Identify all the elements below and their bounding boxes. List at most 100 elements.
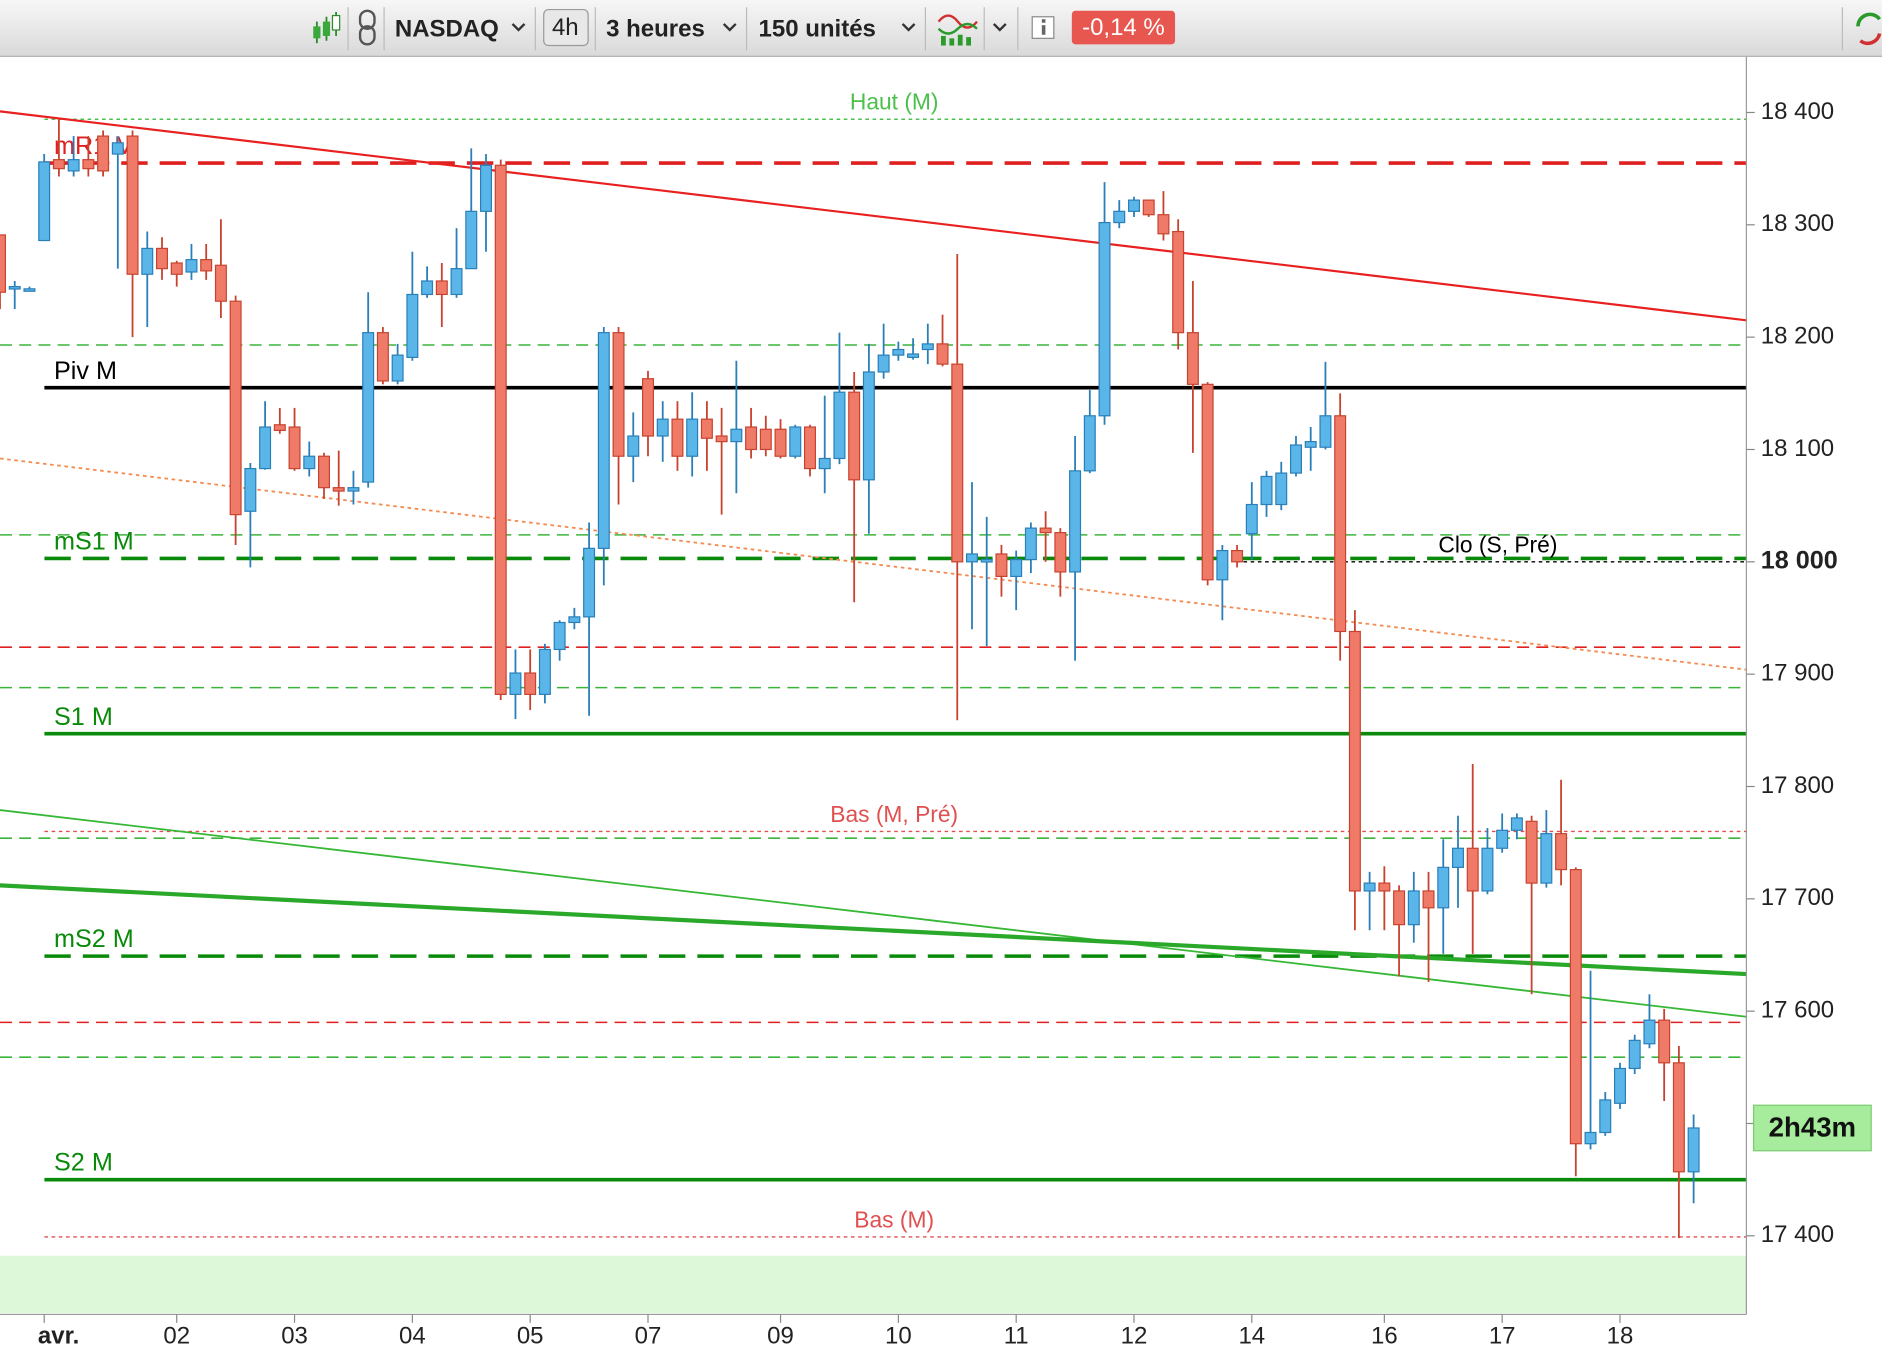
candle [1407,871,1420,943]
units[interactable]: 150 unités [759,15,876,42]
candle [686,392,699,477]
x-tick-label: 18 [1607,1323,1634,1350]
candle-body [921,343,934,351]
candle [465,148,478,270]
candle-body [170,262,183,275]
candle [936,314,949,367]
candle-body [82,159,95,170]
candle [965,482,978,630]
trendline [0,883,1747,977]
candle [774,419,787,459]
indicator-button[interactable] [937,14,978,46]
x-tick-label: avr. [38,1323,79,1350]
candle [185,243,198,280]
candle [317,452,330,499]
candle [1216,544,1229,621]
candle-body [1525,820,1538,884]
candle-body [818,457,831,470]
x-tick-label: 04 [399,1323,426,1350]
candle-body [1039,527,1052,534]
candle-body [759,428,772,451]
candle [155,237,168,280]
candle-body [1378,882,1391,892]
countdown-box [1752,1104,1872,1152]
symbol[interactable]: NASDAQ [395,15,499,42]
candle [450,228,463,298]
candle [1069,436,1082,661]
indicator-dropdown[interactable] [992,23,1007,32]
candle-body [1127,199,1140,212]
candle [362,292,375,488]
candle [524,649,537,711]
candle [1304,427,1317,471]
candle [627,412,640,483]
candle [1540,810,1553,888]
trendline [0,809,1747,1018]
candle [1466,764,1479,954]
y-tick-label: 18 000 [1761,546,1838,574]
candle [1245,482,1258,560]
y-tick-label: 17 700 [1761,884,1834,911]
candle [671,401,684,471]
info-button[interactable] [1031,16,1055,39]
candle-body [494,164,507,695]
candle-body [1334,415,1347,633]
candle [1393,885,1406,977]
candle-body [23,288,36,292]
candle [494,159,507,700]
candle-body [803,426,816,470]
candle [229,295,242,545]
candle-body [1643,1019,1656,1045]
candle-body [97,135,110,172]
period[interactable]: 3 heures [606,15,705,42]
units-dropdown[interactable] [901,23,916,32]
x-tick-label: 10 [885,1323,912,1350]
chart-type-button[interactable] [313,11,341,44]
candle-body [553,621,566,651]
candle [1231,544,1244,568]
candle [892,341,905,361]
interval-box[interactable] [543,8,589,47]
candle [38,154,51,242]
candle-body [686,418,699,457]
candle [745,407,758,459]
candle [111,136,124,269]
candle-body [303,455,316,470]
interval[interactable]: 4h [552,14,579,41]
candle-body [1555,833,1568,871]
y-tick-label: 18 100 [1761,435,1834,462]
candle-body [907,353,920,358]
candle-body [774,428,787,457]
candle [1628,1034,1641,1075]
candle-body [671,418,684,457]
candle [921,323,934,365]
toolbar: NASDAQ 4h 3 heures 150 unités -0,14 % [0,0,1882,57]
candle [1378,866,1391,931]
candle-body [259,426,272,470]
candle [1142,199,1155,217]
candle-body [745,426,758,451]
candle-body [185,259,198,273]
period-dropdown[interactable] [722,23,737,32]
candle [1348,610,1361,931]
candle-body [1407,890,1420,926]
candle-body [656,418,669,437]
candle-body [1260,475,1273,506]
candle [1672,1045,1685,1239]
candle-body [479,164,492,212]
change: -0,14 % [1082,14,1165,41]
candle [656,401,669,462]
refresh-button[interactable] [1856,12,1882,46]
countdown: 2h43m [1769,1111,1856,1142]
candle-body [730,428,743,443]
x-tick-label: 03 [281,1323,308,1350]
candle-body [1510,817,1523,831]
level-label: S1 M [54,703,113,731]
candle [1658,1008,1671,1102]
candle-body [273,424,286,431]
link-button[interactable] [358,9,376,46]
candle-body [1054,532,1067,573]
symbol-dropdown[interactable] [511,23,526,32]
